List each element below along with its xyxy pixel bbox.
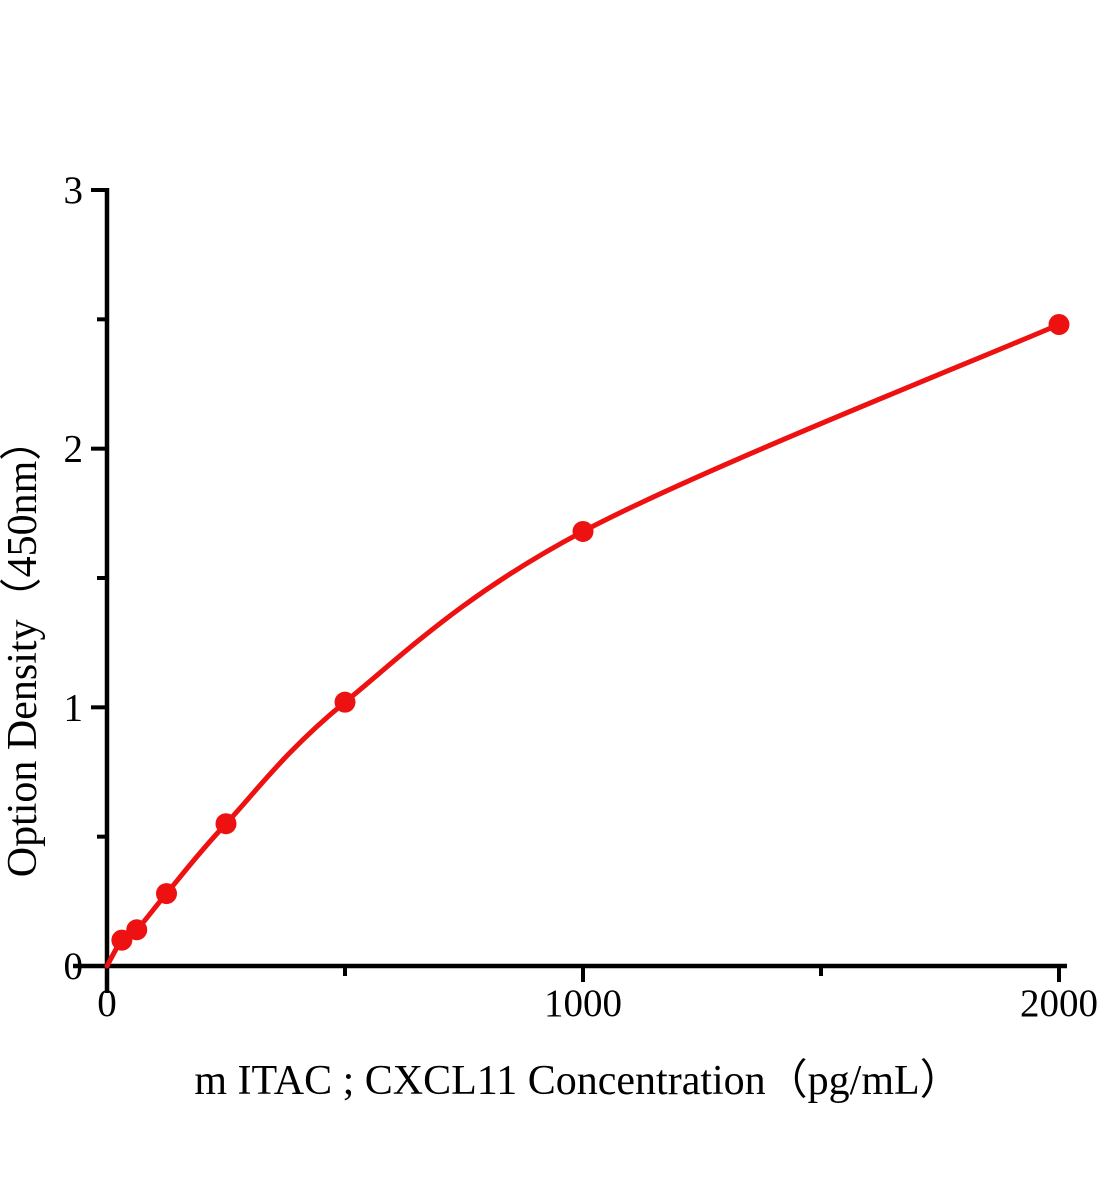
- x-axis-title: m ITAC ; CXCL11 Concentration（pg/mL）: [194, 1058, 961, 1104]
- y-axis-title: Option Density（450nm）: [0, 419, 46, 878]
- tick-label-layer: 0 1000 2000 0 1 2 3: [64, 169, 1099, 1025]
- series-layer: [104, 314, 1070, 969]
- data-point-marker: [334, 691, 356, 713]
- axes-layer: [73, 188, 1067, 993]
- y-tick-label: 2: [64, 428, 84, 471]
- data-point-marker: [156, 883, 177, 905]
- x-tick-label: 2000: [1020, 982, 1098, 1025]
- data-point-marker: [1048, 314, 1070, 336]
- data-point-marker: [572, 520, 594, 542]
- data-point-marker: [215, 813, 237, 835]
- x-tick-label: 0: [97, 982, 117, 1025]
- y-tick-label: 0: [64, 945, 84, 988]
- curve-line: [104, 322, 1062, 969]
- y-tick-label: 1: [64, 686, 84, 729]
- x-tick-label: 1000: [544, 982, 622, 1025]
- data-point-marker: [126, 919, 148, 941]
- data-point-marker: [111, 929, 133, 951]
- y-tick-label: 3: [64, 169, 84, 212]
